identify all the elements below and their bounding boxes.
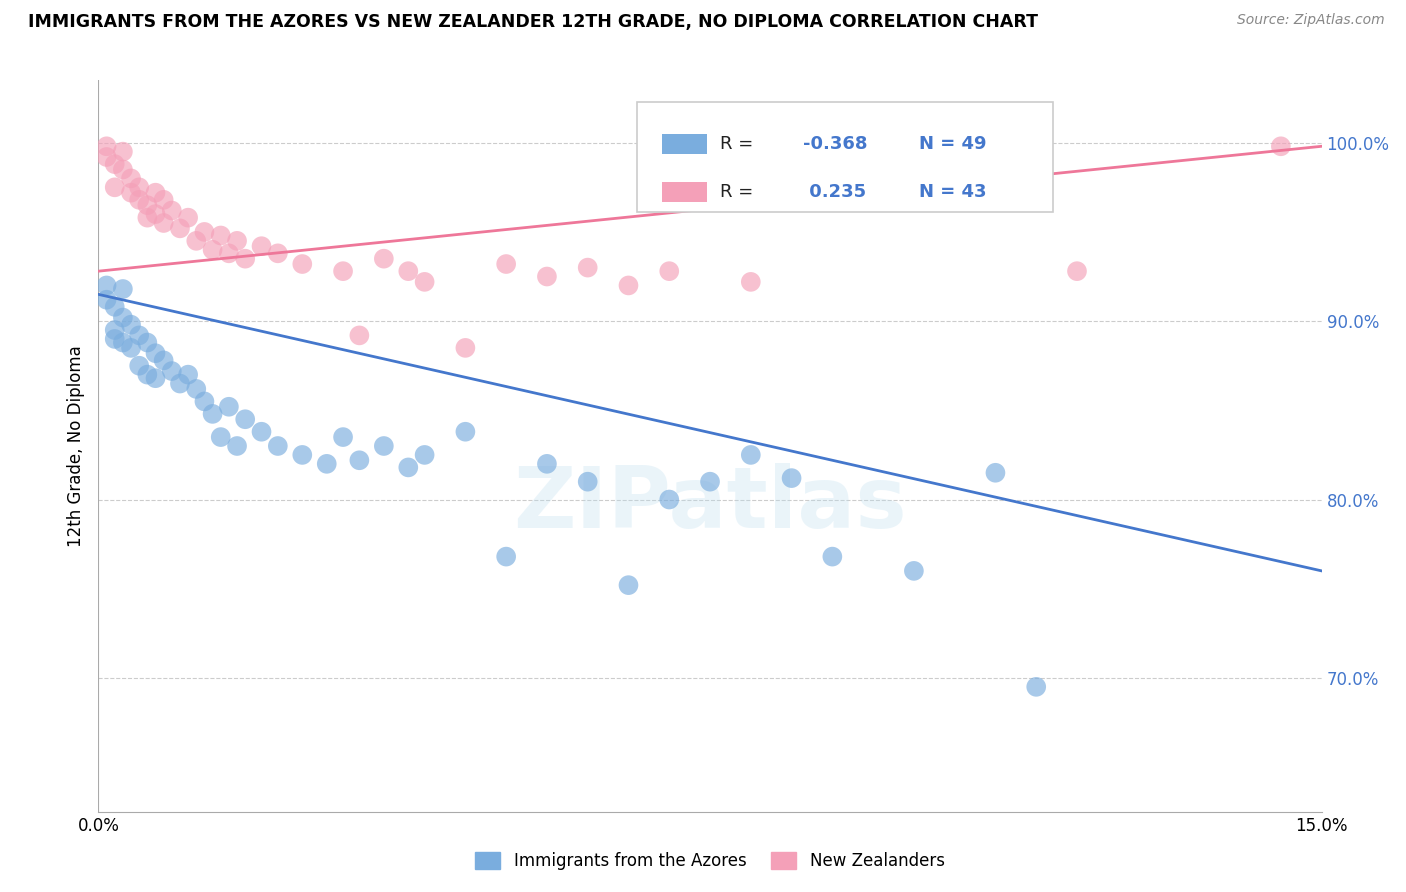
Point — [104, 323, 127, 337]
Point — [250, 239, 273, 253]
Point — [193, 394, 215, 409]
Point — [104, 300, 127, 314]
Point — [536, 269, 558, 284]
Point — [186, 234, 208, 248]
Point — [315, 457, 337, 471]
Legend: Immigrants from the Azores, New Zealanders: Immigrants from the Azores, New Zealande… — [468, 845, 952, 877]
Text: ZIPatlas: ZIPatlas — [513, 463, 907, 546]
Point — [120, 171, 142, 186]
Point — [349, 328, 371, 343]
Point — [536, 457, 558, 471]
Point — [413, 448, 436, 462]
Point — [396, 264, 419, 278]
Point — [128, 359, 150, 373]
Point — [1025, 680, 1047, 694]
Point — [186, 382, 208, 396]
Point — [128, 193, 150, 207]
Point — [267, 246, 290, 260]
Point — [495, 257, 517, 271]
Point — [177, 368, 200, 382]
Point — [96, 139, 118, 153]
Point — [96, 278, 118, 293]
Point — [291, 257, 314, 271]
Point — [169, 376, 191, 391]
Point — [617, 278, 640, 293]
Point — [128, 180, 150, 194]
Point — [1270, 139, 1292, 153]
Point — [152, 193, 174, 207]
Point — [104, 180, 127, 194]
Point — [111, 335, 134, 350]
Point — [136, 368, 159, 382]
Point — [617, 578, 640, 592]
Text: IMMIGRANTS FROM THE AZORES VS NEW ZEALANDER 12TH GRADE, NO DIPLOMA CORRELATION C: IMMIGRANTS FROM THE AZORES VS NEW ZEALAN… — [28, 13, 1038, 31]
Point — [152, 216, 174, 230]
Point — [233, 252, 256, 266]
Point — [128, 328, 150, 343]
Point — [903, 564, 925, 578]
Point — [454, 341, 477, 355]
Point — [111, 310, 134, 325]
Point — [201, 407, 224, 421]
Point — [495, 549, 517, 564]
Point — [104, 332, 127, 346]
Point — [136, 211, 159, 225]
Point — [145, 346, 167, 360]
Point — [152, 353, 174, 368]
Point — [413, 275, 436, 289]
Point — [169, 221, 191, 235]
Point — [740, 448, 762, 462]
Point — [658, 264, 681, 278]
Point — [226, 234, 249, 248]
Point — [120, 186, 142, 200]
Point — [201, 243, 224, 257]
Point — [984, 466, 1007, 480]
Point — [332, 264, 354, 278]
Y-axis label: 12th Grade, No Diploma: 12th Grade, No Diploma — [66, 345, 84, 547]
Point — [104, 157, 127, 171]
Point — [373, 252, 395, 266]
Point — [658, 492, 681, 507]
Point — [160, 203, 183, 218]
Point — [780, 471, 803, 485]
Point — [218, 246, 240, 260]
Point — [145, 186, 167, 200]
Point — [373, 439, 395, 453]
Point — [349, 453, 371, 467]
Point — [209, 228, 232, 243]
Point — [96, 293, 118, 307]
Point — [96, 150, 118, 164]
Point — [740, 275, 762, 289]
Point — [136, 198, 159, 212]
Point — [233, 412, 256, 426]
Point — [120, 341, 142, 355]
Point — [145, 207, 167, 221]
Point — [1066, 264, 1088, 278]
Point — [209, 430, 232, 444]
Point — [111, 162, 134, 177]
Point — [177, 211, 200, 225]
Point — [160, 364, 183, 378]
Point — [576, 475, 599, 489]
Point — [193, 225, 215, 239]
Point — [291, 448, 314, 462]
Point — [145, 371, 167, 385]
Point — [267, 439, 290, 453]
Point — [120, 318, 142, 332]
Point — [250, 425, 273, 439]
Point — [111, 145, 134, 159]
Point — [111, 282, 134, 296]
Point — [218, 400, 240, 414]
Point — [821, 549, 844, 564]
Point — [576, 260, 599, 275]
Point — [396, 460, 419, 475]
Point — [454, 425, 477, 439]
Point — [136, 335, 159, 350]
Point — [226, 439, 249, 453]
Point — [699, 475, 721, 489]
Point — [332, 430, 354, 444]
Text: Source: ZipAtlas.com: Source: ZipAtlas.com — [1237, 13, 1385, 28]
